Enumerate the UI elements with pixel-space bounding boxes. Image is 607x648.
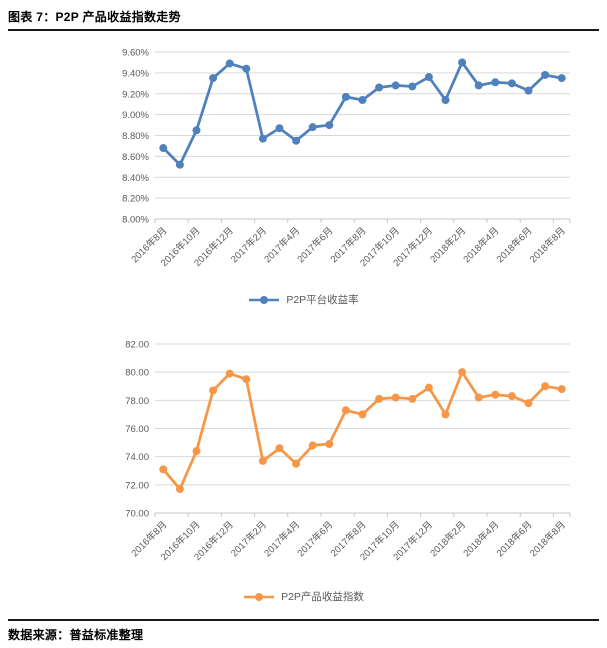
legend-p2p-platform-yield: P2P平台收益率	[0, 292, 607, 307]
data-point-marker	[424, 383, 433, 392]
data-point-marker	[175, 485, 184, 494]
x-axis-tick-label: 2018年8月	[527, 225, 568, 266]
y-axis-tick-label: 8.80%	[122, 131, 149, 142]
y-axis-tick-label: 9.20%	[122, 89, 149, 100]
data-point-marker	[225, 59, 234, 68]
data-point-marker	[375, 394, 384, 403]
legend-marker-orange-line-icon	[244, 592, 275, 601]
p2p-platform-yield-chart: 9.60% 9.40% 9.20% 9.00% 8.80% 8.60% 8.40% 8.20%…	[122, 48, 571, 269]
y-axis-tick-label: 74.00	[125, 452, 149, 463]
data-point-marker	[325, 121, 334, 130]
data-point-marker	[541, 382, 550, 391]
data-point-marker	[491, 390, 500, 399]
data-point-marker	[557, 385, 566, 394]
y-axis-tick-label: 78.00	[125, 396, 149, 407]
y-axis-tick-label: 9.60%	[122, 48, 149, 59]
data-point-marker	[458, 368, 467, 377]
x-axis-tick-label: 2018年8月	[527, 519, 568, 560]
y-axis-tick-label: 70.00	[125, 509, 149, 520]
data-point-marker	[258, 456, 267, 465]
data-point-marker	[391, 393, 400, 402]
data-point-marker	[375, 83, 384, 92]
data-point-marker	[209, 74, 218, 83]
legend-p2p-product-yield-index: P2P产品收益指数	[0, 589, 607, 604]
series-line	[161, 370, 564, 491]
data-point-marker	[308, 441, 317, 450]
legend-label: P2P产品收益指数	[281, 591, 364, 603]
data-point-marker	[209, 386, 218, 395]
data-point-marker	[557, 74, 566, 83]
data-point-marker	[292, 459, 301, 468]
data-point-marker	[424, 73, 433, 82]
data-point-marker	[192, 126, 201, 135]
data-point-marker	[258, 134, 267, 143]
y-axis-tick-label: 80.00	[125, 368, 149, 379]
data-point-marker	[159, 465, 168, 474]
data-point-marker	[441, 410, 450, 419]
data-point-marker	[175, 160, 184, 169]
data-point-marker	[292, 136, 301, 145]
y-axis-tick-label: 9.00%	[122, 110, 149, 121]
data-point-marker	[192, 447, 201, 456]
data-point-marker	[308, 123, 317, 132]
y-axis-tick-label: 9.40%	[122, 68, 149, 79]
p2p-product-yield-index-chart: 82.0080.0078.0076.0074.0072.0070.002016年…	[125, 340, 571, 563]
data-point-marker	[474, 393, 483, 402]
y-axis-tick-label: 8.40%	[122, 173, 149, 184]
data-point-marker	[325, 439, 334, 448]
legend-marker-blue-line-icon	[249, 295, 280, 304]
data-point-marker	[341, 92, 350, 101]
y-axis-tick-label: 82.00	[125, 340, 149, 351]
title-divider-line	[8, 29, 599, 31]
y-axis-tick-label: 8.60%	[122, 152, 149, 163]
data-point-marker	[491, 78, 500, 87]
y-axis-tick-label: 8.20%	[122, 194, 149, 205]
data-point-marker	[474, 81, 483, 90]
data-source-label: 数据来源：普益标准整理	[8, 628, 144, 642]
source-divider-line	[8, 619, 599, 621]
data-point-marker	[275, 124, 284, 133]
data-point-marker	[507, 79, 516, 88]
data-point-marker	[341, 406, 350, 415]
series-line	[161, 61, 564, 167]
data-point-marker	[275, 444, 284, 453]
y-axis-tick-label: 76.00	[125, 424, 149, 435]
data-point-marker	[159, 144, 168, 153]
y-axis-tick-label: 8.00%	[122, 215, 149, 226]
data-point-marker	[225, 369, 234, 378]
data-point-marker	[242, 375, 251, 384]
legend-label: P2P平台收益率	[286, 294, 359, 306]
data-point-marker	[242, 64, 251, 73]
data-point-marker	[524, 399, 533, 408]
data-point-marker	[458, 58, 467, 67]
data-point-marker	[358, 96, 367, 105]
data-point-marker	[391, 81, 400, 90]
y-axis-tick-label: 72.00	[125, 480, 149, 491]
data-point-marker	[408, 82, 417, 91]
data-point-marker	[541, 70, 550, 79]
data-point-marker	[441, 96, 450, 105]
data-point-marker	[408, 394, 417, 403]
data-point-marker	[358, 410, 367, 419]
data-point-marker	[507, 392, 516, 401]
figure-title: 图表 7：P2P 产品收益指数走势	[8, 10, 181, 24]
data-point-marker	[524, 86, 533, 95]
